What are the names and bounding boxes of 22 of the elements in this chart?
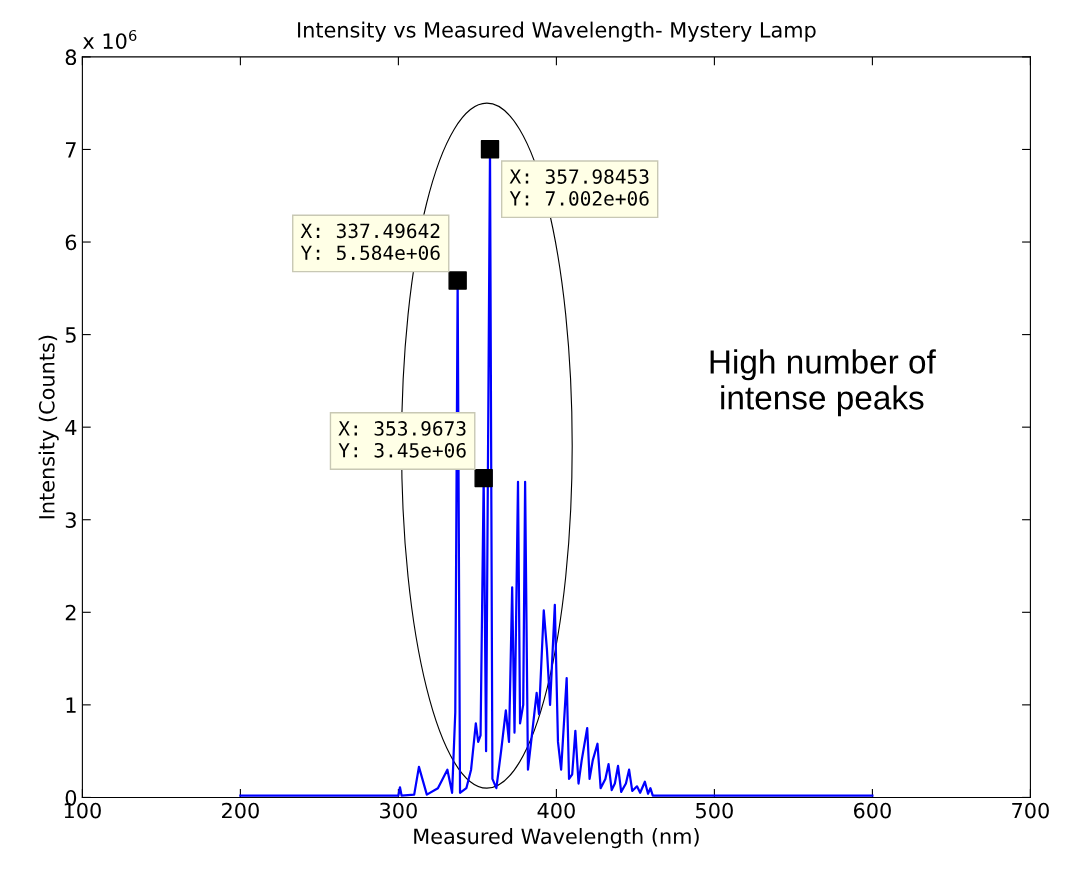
x-tick-label: 600: [853, 802, 891, 819]
x-tick-label: 200: [222, 802, 259, 819]
annotation: X: 357.98453 Y: 7.002e+06: [509, 169, 649, 206]
y-tick-label: 6: [65, 234, 77, 251]
chart-title: Intensity vs Measured Wavelength- Mystery Lamp: [298, 21, 816, 42]
y-tick-label: 4: [65, 419, 77, 436]
annotation: X: 353.9673 Y: 3.45e+06: [338, 421, 466, 458]
annotation: X: 337.49642 Y: 5.584e+06: [300, 223, 440, 261]
y-tick-label: 8: [65, 49, 77, 66]
x-tick-label: 700: [1012, 802, 1049, 819]
y-tick-label: 7: [65, 142, 76, 158]
x-tick-label: 500: [696, 802, 733, 819]
x-tick-label: 300: [380, 802, 417, 819]
annotation: High number of intense peaks: [710, 349, 936, 417]
y-axis-title: Intensity (Counts): [38, 335, 59, 519]
y-tick-label: 1: [66, 697, 76, 713]
x-tick-label: 400: [537, 802, 575, 819]
y-tick-label: 5: [65, 327, 76, 343]
text: x 10$^{6}$: [82, 29, 137, 49]
y-tick-label: 3: [65, 512, 76, 528]
x-axis-title: Measured Wavelength (nm): [414, 828, 699, 849]
y-tick-label: 2: [65, 604, 76, 621]
